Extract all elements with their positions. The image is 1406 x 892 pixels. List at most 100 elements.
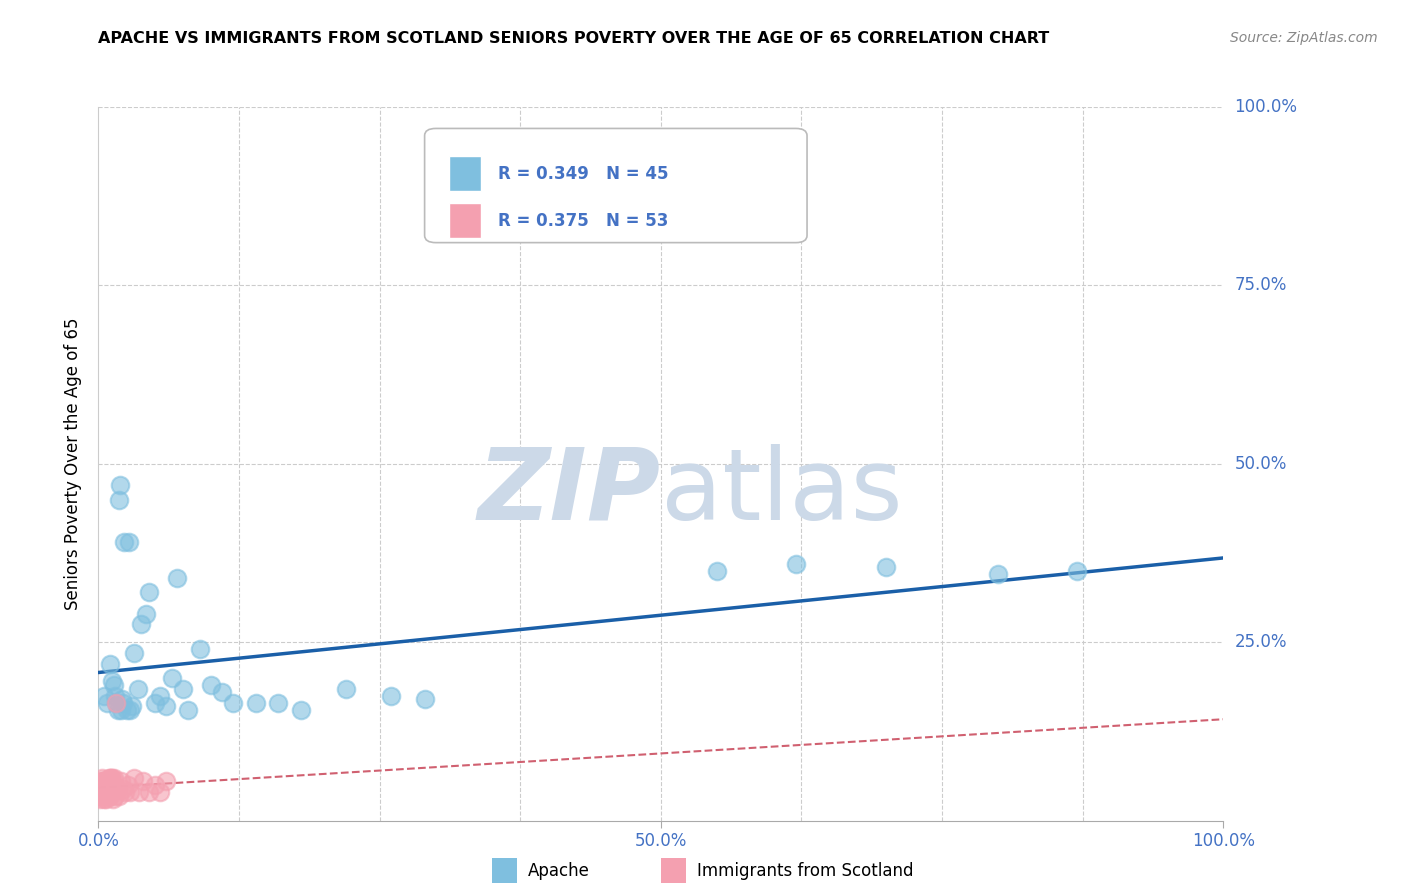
Point	[97, 789, 120, 803]
Point	[124, 771, 146, 785]
Point	[104, 781, 127, 796]
Point	[112, 535, 135, 549]
Point	[380, 689, 402, 703]
Point	[335, 681, 357, 696]
Point	[96, 774, 118, 789]
Point	[124, 646, 146, 660]
Point	[96, 696, 118, 710]
Text: 25.0%: 25.0%	[1234, 633, 1286, 651]
Point	[93, 689, 115, 703]
Text: 50.0%: 50.0%	[1234, 455, 1286, 473]
Bar	[450, 202, 481, 238]
Point	[112, 696, 135, 710]
Point	[91, 785, 114, 799]
Point	[121, 699, 143, 714]
Point	[93, 792, 115, 806]
Y-axis label: Seniors Poverty Over the Age of 65: Seniors Poverty Over the Age of 65	[65, 318, 83, 610]
Point	[101, 771, 124, 785]
Point	[90, 789, 112, 803]
Point	[112, 781, 135, 796]
Point	[94, 785, 117, 799]
Point	[785, 557, 807, 571]
Point	[98, 771, 121, 785]
Point	[211, 685, 233, 699]
Point	[143, 696, 166, 710]
Point	[110, 703, 132, 717]
Point	[103, 771, 125, 785]
Text: APACHE VS IMMIGRANTS FROM SCOTLAND SENIORS POVERTY OVER THE AGE OF 65 CORRELATIO: APACHE VS IMMIGRANTS FROM SCOTLAND SENIO…	[98, 31, 1050, 46]
Point	[115, 703, 138, 717]
Text: Source: ZipAtlas.com: Source: ZipAtlas.com	[1230, 31, 1378, 45]
Point	[97, 771, 120, 785]
Text: Apache: Apache	[529, 862, 591, 880]
Point	[101, 792, 124, 806]
Point	[107, 781, 129, 796]
Point	[129, 617, 152, 632]
Point	[90, 774, 112, 789]
Point	[91, 789, 114, 803]
Point	[149, 689, 172, 703]
Point	[155, 699, 177, 714]
Text: R = 0.349   N = 45: R = 0.349 N = 45	[498, 164, 668, 183]
Point	[118, 703, 141, 717]
Point	[101, 781, 124, 796]
Point	[90, 781, 112, 796]
Point	[104, 689, 127, 703]
Point	[89, 778, 111, 792]
Bar	[661, 858, 686, 883]
Point	[118, 785, 141, 799]
Point	[1066, 564, 1088, 578]
Point	[101, 781, 124, 796]
Point	[96, 774, 118, 789]
Point	[97, 781, 120, 796]
Point	[188, 642, 211, 657]
Point	[222, 696, 245, 710]
Text: atlas: atlas	[661, 444, 903, 541]
Point	[103, 678, 125, 692]
Point	[104, 789, 127, 803]
Point	[155, 774, 177, 789]
Point	[94, 774, 117, 789]
Point	[117, 778, 139, 792]
FancyBboxPatch shape	[425, 128, 807, 243]
Point	[110, 774, 132, 789]
Point	[128, 785, 150, 799]
Point	[987, 567, 1010, 582]
Point	[90, 785, 112, 799]
Point	[706, 564, 728, 578]
Text: ZIP: ZIP	[478, 444, 661, 541]
Bar	[450, 156, 481, 192]
Point	[138, 585, 160, 599]
Point	[96, 785, 118, 799]
Point	[98, 657, 121, 671]
Text: 75.0%: 75.0%	[1234, 277, 1286, 294]
Point	[105, 696, 128, 710]
Text: R = 0.375   N = 53: R = 0.375 N = 53	[498, 211, 668, 229]
Point	[101, 674, 124, 689]
Point	[90, 785, 112, 799]
Point	[135, 607, 157, 621]
Point	[89, 792, 111, 806]
Point	[245, 696, 267, 710]
Point	[108, 478, 131, 492]
Point	[290, 703, 312, 717]
Point	[114, 785, 136, 799]
Point	[267, 696, 290, 710]
Point	[172, 681, 194, 696]
Point	[98, 781, 121, 796]
Point	[111, 692, 134, 706]
Bar	[492, 858, 517, 883]
Point	[93, 781, 115, 796]
Point	[107, 703, 129, 717]
Point	[94, 789, 117, 803]
Text: 100.0%: 100.0%	[1234, 98, 1298, 116]
Point	[100, 781, 122, 796]
Point	[98, 789, 121, 803]
Point	[149, 785, 172, 799]
Text: Immigrants from Scotland: Immigrants from Scotland	[697, 862, 914, 880]
Point	[96, 789, 118, 803]
Point	[177, 703, 200, 717]
Point	[160, 671, 183, 685]
Point	[93, 774, 115, 789]
Point	[90, 771, 112, 785]
